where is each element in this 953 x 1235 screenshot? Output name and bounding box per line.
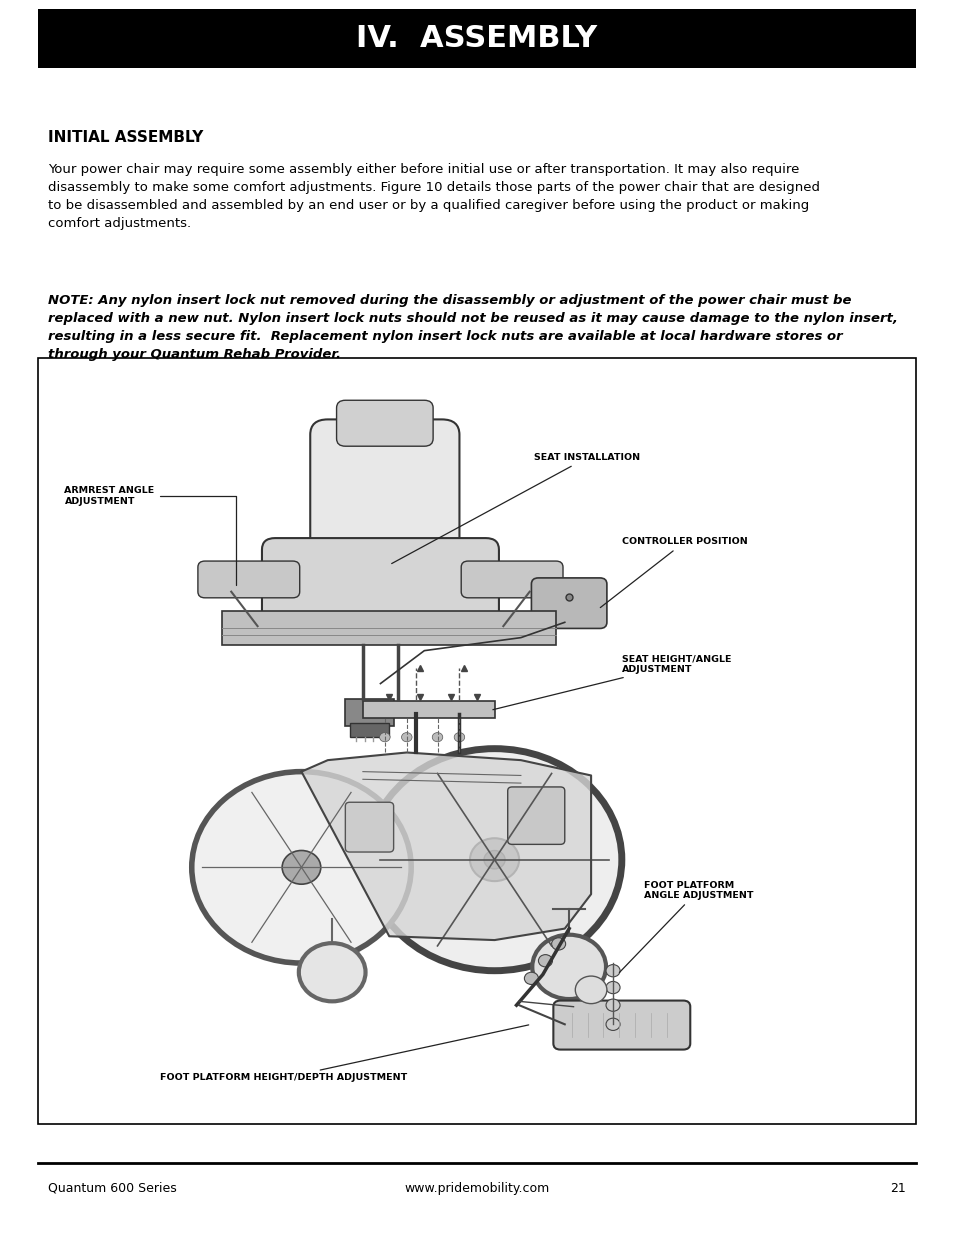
Circle shape [605, 1018, 619, 1030]
Text: CONTROLLER POSITION: CONTROLLER POSITION [599, 537, 747, 608]
Circle shape [401, 732, 412, 742]
Text: IV.  ASSEMBLY: IV. ASSEMBLY [356, 23, 597, 53]
Bar [38, 9, 915, 68]
Circle shape [483, 851, 504, 869]
Bar [345, 699, 394, 726]
Circle shape [605, 999, 619, 1011]
Circle shape [379, 732, 390, 742]
Circle shape [537, 955, 552, 967]
FancyBboxPatch shape [336, 400, 433, 446]
Text: ARMREST ANGLE
ADJUSTMENT: ARMREST ANGLE ADJUSTMENT [65, 487, 235, 585]
Circle shape [367, 748, 621, 971]
Circle shape [605, 982, 619, 994]
Bar [350, 724, 389, 737]
FancyBboxPatch shape [310, 420, 459, 580]
Circle shape [524, 972, 537, 984]
Circle shape [454, 732, 464, 742]
FancyBboxPatch shape [507, 787, 564, 845]
Circle shape [575, 976, 606, 1004]
Text: SEAT INSTALLATION: SEAT INSTALLATION [392, 453, 639, 563]
Text: FOOT PLATFORM
ANGLE ADJUSTMENT: FOOT PLATFORM ANGLE ADJUSTMENT [618, 881, 753, 972]
Polygon shape [301, 752, 591, 940]
Circle shape [532, 935, 605, 999]
Text: FOOT PLATFORM HEIGHT/DEPTH ADJUSTMENT: FOOT PLATFORM HEIGHT/DEPTH ADJUSTMENT [160, 1025, 528, 1082]
Text: NOTE: Any nylon insert lock nut removed during the disassembly or adjustment of : NOTE: Any nylon insert lock nut removed … [48, 294, 897, 361]
FancyBboxPatch shape [460, 561, 562, 598]
Bar [222, 611, 556, 645]
Text: Quantum 600 Series: Quantum 600 Series [48, 1182, 176, 1194]
Text: Your power chair may require some assembly either before initial use or after tr: Your power chair may require some assemb… [48, 163, 819, 230]
Circle shape [192, 772, 411, 963]
Circle shape [298, 944, 365, 1002]
FancyBboxPatch shape [345, 803, 394, 852]
FancyBboxPatch shape [531, 578, 606, 629]
Circle shape [432, 732, 442, 742]
Circle shape [605, 965, 619, 977]
Circle shape [551, 937, 565, 950]
Text: SEAT HEIGHT/ANGLE
ADJUSTMENT: SEAT HEIGHT/ANGLE ADJUSTMENT [493, 655, 731, 710]
Text: www.pridemobility.com: www.pridemobility.com [404, 1182, 549, 1194]
Bar [362, 701, 494, 718]
Text: 21: 21 [889, 1182, 905, 1194]
Polygon shape [564, 1013, 679, 1036]
FancyBboxPatch shape [197, 561, 299, 598]
Text: INITIAL ASSEMBLY: INITIAL ASSEMBLY [48, 130, 203, 144]
Circle shape [282, 851, 320, 884]
FancyBboxPatch shape [262, 538, 498, 622]
FancyBboxPatch shape [553, 1000, 690, 1050]
Bar [38, 358, 915, 1124]
Circle shape [470, 839, 518, 881]
